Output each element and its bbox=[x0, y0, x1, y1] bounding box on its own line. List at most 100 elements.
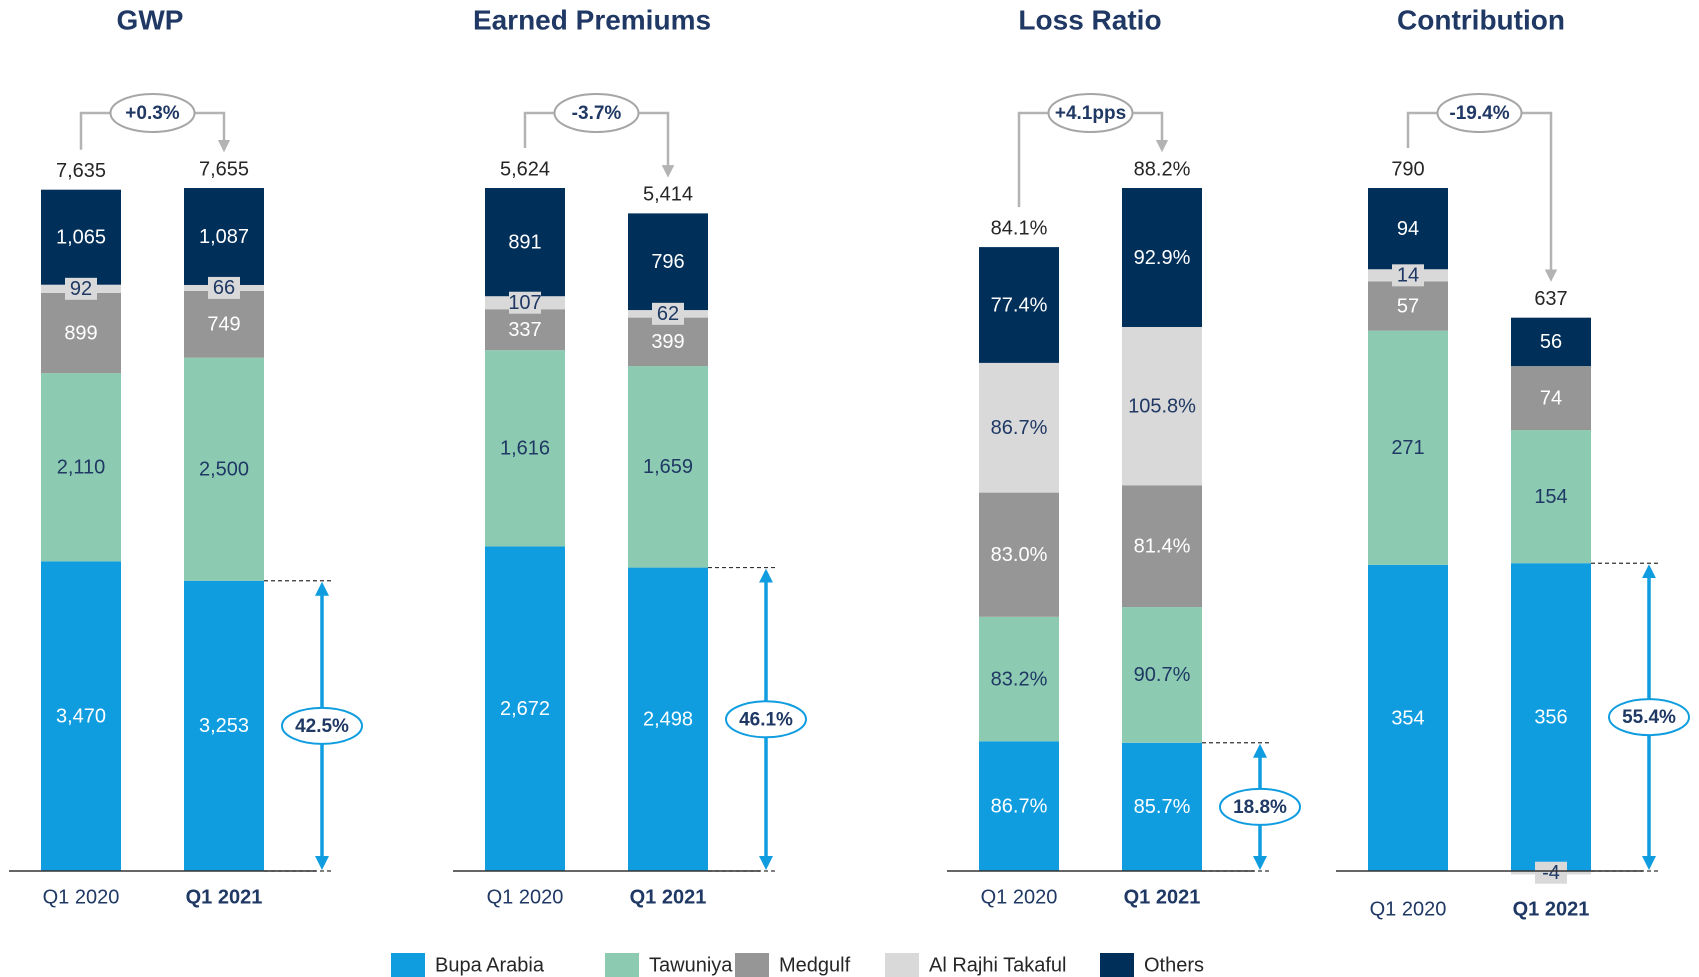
total-label: 7,655 bbox=[199, 158, 249, 180]
segment-label: 90.7% bbox=[1134, 664, 1191, 686]
bar-segment bbox=[1122, 485, 1202, 608]
share-label: 42.5% bbox=[295, 716, 349, 737]
bar-segment bbox=[1122, 188, 1202, 327]
total-label: 84.1% bbox=[991, 217, 1048, 239]
bar-segment bbox=[41, 373, 121, 562]
bar-segment bbox=[1511, 563, 1591, 871]
legend-swatch bbox=[885, 953, 919, 977]
bar-segment bbox=[41, 189, 121, 285]
segment-label: 1,616 bbox=[500, 438, 550, 460]
label-box bbox=[65, 277, 97, 300]
segment-label: 81.4% bbox=[1134, 535, 1191, 557]
bar-segment bbox=[1122, 742, 1202, 871]
legend-swatch bbox=[1100, 953, 1134, 977]
share-bubble bbox=[281, 706, 363, 745]
bar-segment bbox=[184, 357, 264, 581]
segment-label: 1,659 bbox=[643, 456, 693, 478]
bar-segment bbox=[1511, 430, 1591, 564]
bar-segment bbox=[41, 561, 121, 871]
legend-label: Bupa Arabia bbox=[435, 954, 545, 976]
panel-title: Contribution bbox=[1397, 4, 1565, 35]
segment-label: 154 bbox=[1534, 486, 1567, 508]
bar-segment bbox=[1368, 281, 1448, 331]
legend-label: Tawuniya bbox=[649, 954, 733, 976]
change-bubble bbox=[553, 93, 640, 133]
segment-label: 271 bbox=[1391, 437, 1424, 459]
bar-segment bbox=[1122, 326, 1202, 486]
change-bubble bbox=[109, 93, 196, 133]
segment-label: 66 bbox=[213, 277, 235, 299]
segment-label: 107 bbox=[508, 292, 541, 314]
bar-segment bbox=[485, 350, 565, 547]
x-tick-label: Q1 2021 bbox=[1513, 898, 1590, 920]
panel-title: GWP bbox=[117, 4, 184, 35]
segment-label: 337 bbox=[508, 319, 541, 341]
bar-segment bbox=[184, 580, 264, 871]
segment-label: 356 bbox=[1534, 706, 1567, 728]
segment-label: 77.4% bbox=[991, 294, 1048, 316]
change-label: +0.3% bbox=[125, 103, 180, 124]
total-label: 88.2% bbox=[1134, 158, 1191, 180]
bar-segment bbox=[1122, 607, 1202, 743]
bar-segment bbox=[979, 492, 1059, 617]
bar-segment bbox=[1368, 330, 1448, 565]
change-bubble bbox=[1436, 93, 1523, 133]
segment-label: 83.2% bbox=[991, 668, 1048, 690]
label-box bbox=[208, 276, 240, 299]
segment-label: 2,110 bbox=[57, 457, 106, 479]
bar-segment bbox=[485, 188, 565, 297]
change-label: -19.4% bbox=[1449, 103, 1509, 124]
x-tick-label: Q1 2020 bbox=[487, 886, 564, 908]
x-tick-label: Q1 2021 bbox=[1124, 886, 1201, 908]
segment-label: 14 bbox=[1397, 265, 1419, 287]
change-label: +4.1pps bbox=[1055, 103, 1126, 124]
share-label: 46.1% bbox=[739, 709, 793, 730]
bar-segment bbox=[979, 362, 1059, 493]
segment-label: 2,500 bbox=[199, 459, 249, 481]
x-tick-label: Q1 2020 bbox=[981, 886, 1058, 908]
segment-label: 2,498 bbox=[643, 709, 693, 731]
legend-label: Al Rajhi Takaful bbox=[929, 954, 1066, 976]
change-bubble bbox=[1047, 93, 1134, 133]
segment-label: 92.9% bbox=[1134, 247, 1191, 269]
panel-title: Earned Premiums bbox=[473, 4, 711, 35]
total-label: 790 bbox=[1391, 158, 1424, 180]
bar-segment bbox=[979, 616, 1059, 742]
segment-label: 3,253 bbox=[199, 715, 249, 737]
segment-label: 1,065 bbox=[56, 226, 106, 248]
segment-label: 74 bbox=[1540, 387, 1562, 409]
segment-label: 354 bbox=[1391, 707, 1424, 729]
panel-title: Loss Ratio bbox=[1018, 4, 1161, 35]
bar-segment bbox=[184, 188, 264, 285]
total-label: 7,635 bbox=[56, 160, 106, 182]
share-bubble bbox=[1608, 698, 1690, 737]
label-box bbox=[1535, 861, 1567, 884]
segment-label: 105.8% bbox=[1128, 395, 1196, 417]
segment-label: 83.0% bbox=[991, 544, 1048, 566]
bar-segment bbox=[1368, 564, 1448, 871]
segment-label: 3,470 bbox=[56, 705, 106, 727]
legend-swatch bbox=[391, 953, 425, 977]
bar-segment bbox=[184, 290, 264, 358]
bar-segment bbox=[1511, 317, 1591, 367]
segment-label: 399 bbox=[651, 331, 684, 353]
label-box bbox=[1392, 264, 1424, 287]
bar-segment bbox=[979, 741, 1059, 871]
segment-label: -4 bbox=[1542, 862, 1560, 884]
bar-segment bbox=[628, 317, 708, 367]
segment-label: 899 bbox=[64, 322, 97, 344]
segment-label: 57 bbox=[1397, 295, 1419, 317]
bar-segment bbox=[979, 247, 1059, 363]
bar-segment bbox=[628, 366, 708, 568]
change-label: -3.7% bbox=[572, 103, 622, 124]
legend-label: Medgulf bbox=[779, 954, 851, 976]
x-tick-label: Q1 2021 bbox=[186, 886, 263, 908]
bar-segment bbox=[628, 213, 708, 311]
segment-label: 86.7% bbox=[991, 795, 1048, 817]
x-tick-label: Q1 2020 bbox=[43, 886, 120, 908]
segment-label: 85.7% bbox=[1134, 796, 1191, 818]
total-label: 637 bbox=[1534, 288, 1567, 310]
label-box bbox=[652, 302, 684, 325]
total-label: 5,414 bbox=[643, 184, 693, 206]
bar-segment bbox=[41, 292, 121, 374]
